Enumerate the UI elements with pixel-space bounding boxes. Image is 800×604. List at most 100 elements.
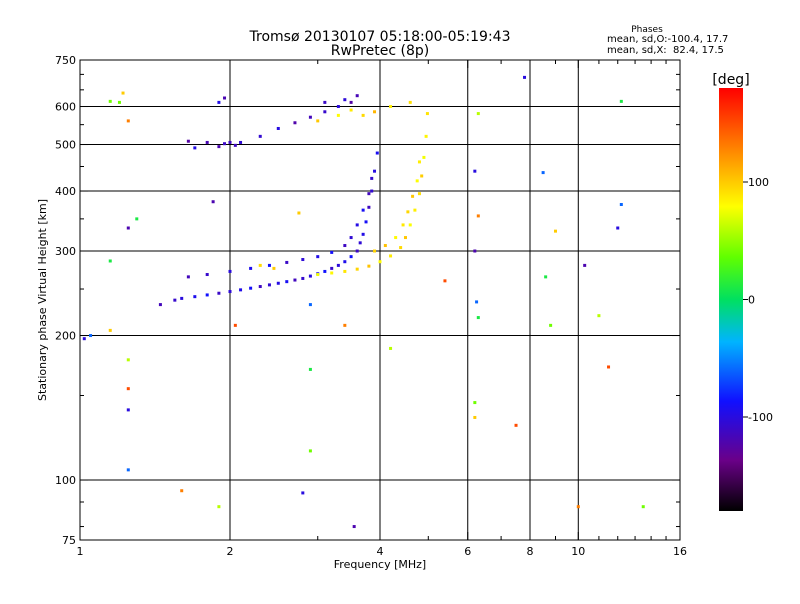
data-point [258, 285, 262, 289]
data-point [422, 155, 426, 159]
data-points [82, 75, 645, 529]
data-point [473, 249, 477, 253]
data-point [549, 323, 553, 327]
data-point [389, 105, 393, 109]
data-point [293, 278, 297, 282]
data-point [619, 99, 623, 103]
data-point [301, 258, 305, 262]
data-point [403, 236, 407, 240]
data-point [583, 263, 587, 267]
data-point [126, 408, 130, 412]
data-point [443, 279, 447, 283]
data-point [272, 266, 276, 270]
colorbar-tick-label: 0 [748, 294, 755, 307]
data-point [399, 246, 403, 250]
colorbar-label: [deg] [712, 72, 749, 88]
x-tick-label: 1 [77, 545, 84, 558]
data-point [413, 208, 417, 212]
data-point [330, 250, 334, 254]
y-tick-label: 100 [55, 474, 76, 487]
x-tick-label: 8 [527, 545, 534, 558]
data-point [267, 263, 271, 267]
data-point [285, 280, 289, 284]
data-point [301, 276, 305, 280]
y-axis-ticks: 75 100 200 300 400 500 600 750 [55, 54, 680, 547]
data-point [408, 100, 412, 104]
data-point [211, 200, 215, 204]
data-point [358, 241, 362, 245]
data-point [126, 468, 130, 472]
data-point [616, 226, 620, 230]
data-point [258, 134, 262, 138]
data-point [473, 169, 477, 173]
data-point [217, 145, 221, 149]
data-point [349, 108, 353, 112]
data-point [316, 255, 320, 259]
data-point [473, 415, 477, 419]
data-point [343, 98, 347, 102]
colorbar-tick-label: -100 [748, 411, 773, 424]
y-axis-label: Stationary phase Virtual Height [km] [36, 199, 49, 401]
data-point [514, 423, 518, 427]
data-point [297, 211, 301, 215]
data-point [308, 274, 312, 278]
data-point [336, 263, 340, 267]
data-point [330, 266, 334, 270]
data-point [316, 119, 320, 123]
y-tick-label: 750 [55, 54, 76, 67]
data-point [276, 281, 280, 285]
colorbar-ticks: -100 0 100 [743, 176, 773, 424]
x-axis-ticks: 1 2 4 6 8 10 16 [77, 60, 687, 558]
data-point [408, 223, 412, 227]
data-point [389, 254, 393, 258]
data-point [473, 401, 477, 405]
data-point [349, 255, 353, 259]
data-point [361, 113, 365, 117]
data-point [523, 75, 527, 79]
x-axis-label: Frequency [MHz] [334, 558, 426, 571]
data-point [336, 113, 340, 117]
data-point [217, 100, 221, 104]
data-point [425, 112, 429, 116]
data-point [135, 217, 139, 221]
stats-heading: Phases [631, 25, 663, 35]
y-tick-label: 600 [55, 101, 76, 114]
data-point [126, 226, 130, 230]
data-point [308, 367, 312, 371]
data-point [121, 91, 125, 95]
data-point [82, 337, 86, 341]
data-point [186, 275, 190, 279]
data-point [361, 208, 365, 212]
data-point [323, 269, 327, 273]
data-point [375, 151, 379, 155]
stats-o-mode: mean, sd,O:-100.4, 17.7 [607, 34, 728, 45]
data-point [343, 269, 347, 273]
data-point [323, 100, 327, 104]
data-point [180, 489, 184, 493]
data-point [126, 358, 130, 362]
data-point [417, 192, 421, 196]
data-point [258, 263, 262, 267]
data-point [239, 140, 243, 144]
data-point [541, 171, 545, 175]
data-point [158, 303, 162, 307]
data-point [378, 260, 382, 264]
colorbar: [deg] -100 0 100 [712, 72, 773, 511]
chart-title: Tromsø 20130107 05:18:00-05:19:43 [249, 29, 511, 45]
data-point [336, 105, 340, 109]
data-point [355, 249, 359, 253]
data-point [370, 189, 374, 193]
data-point [394, 236, 398, 240]
data-point [126, 119, 130, 123]
y-tick-label: 75 [62, 534, 76, 547]
data-point [193, 146, 197, 150]
data-point [553, 229, 557, 233]
grid-lines [80, 60, 680, 540]
data-point [401, 223, 405, 227]
data-point [301, 491, 305, 495]
data-point [343, 260, 347, 264]
data-point [476, 112, 480, 116]
data-point [180, 296, 184, 300]
data-point [193, 295, 197, 299]
data-point [373, 249, 377, 253]
